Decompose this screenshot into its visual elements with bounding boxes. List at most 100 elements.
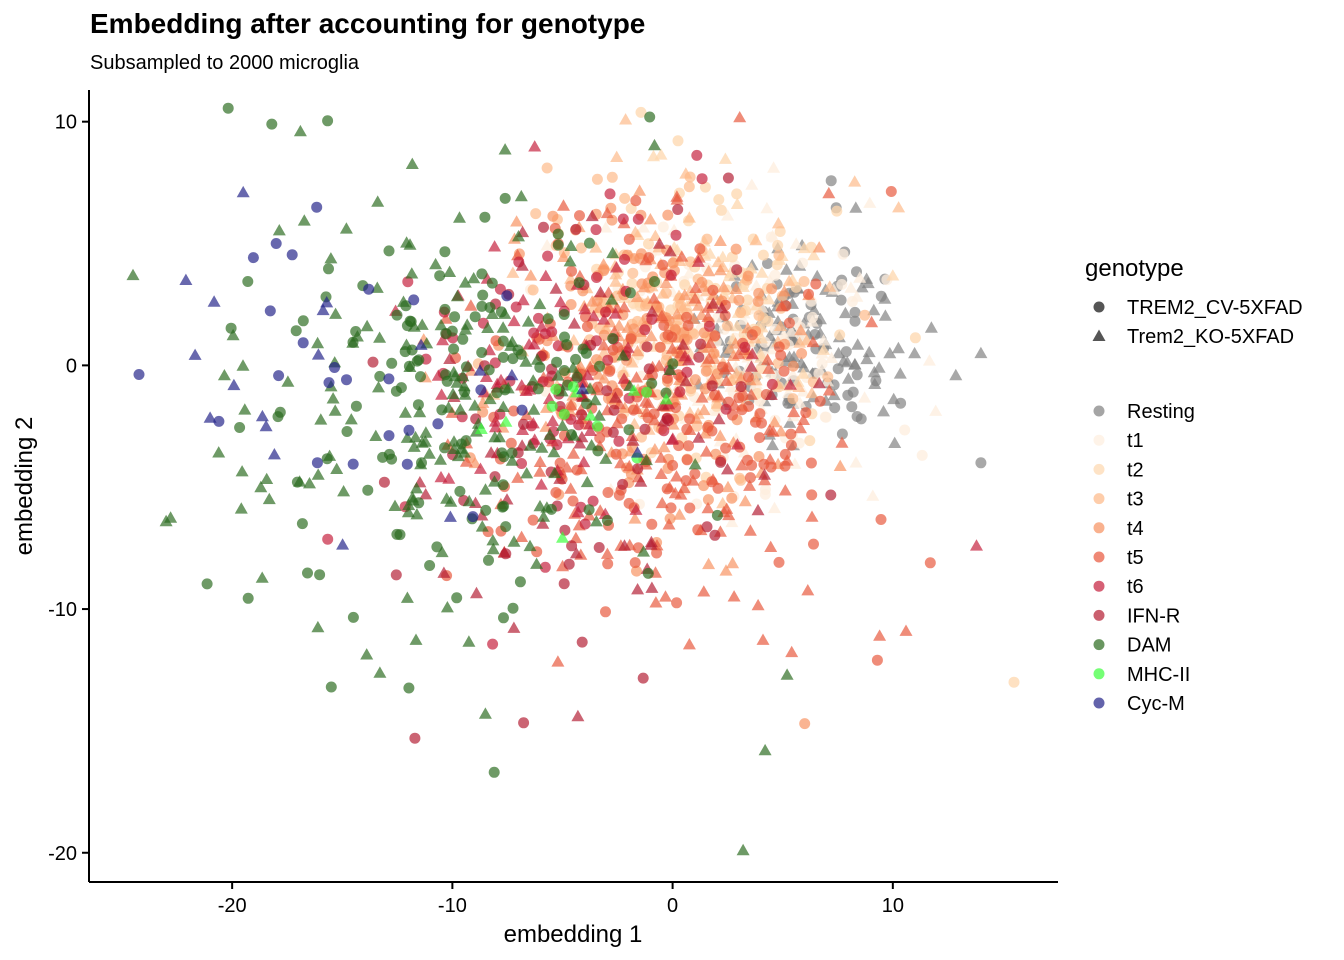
point-t1-296 bbox=[837, 248, 849, 260]
point-dam-1432 bbox=[573, 277, 585, 289]
x-tick-label: -10 bbox=[438, 895, 467, 917]
point-t5-872 bbox=[778, 365, 790, 377]
point-cyc-m-1710 bbox=[133, 369, 145, 380]
point-ifn-r-1339 bbox=[641, 341, 653, 353]
point-ifn-r-1315 bbox=[515, 439, 529, 451]
point-t4-783 bbox=[753, 287, 765, 299]
point-ifn-r-1334 bbox=[701, 521, 713, 533]
point-t5-968 bbox=[665, 342, 679, 354]
point-dam-1643 bbox=[391, 528, 403, 540]
point-t6-1173 bbox=[590, 224, 602, 236]
point-t4-837 bbox=[510, 215, 524, 227]
point-t5-943 bbox=[746, 329, 758, 341]
point-t1-302 bbox=[858, 391, 872, 403]
point-t2-383 bbox=[703, 247, 717, 259]
point-resting-137 bbox=[766, 438, 779, 451]
legend-label: t2 bbox=[1127, 459, 1144, 481]
point-dam-1742 bbox=[325, 681, 337, 693]
point-dam-1627 bbox=[507, 535, 521, 547]
point-t5-1116 bbox=[659, 590, 672, 602]
point-t1-193 bbox=[769, 269, 781, 281]
data-points bbox=[126, 102, 1020, 856]
point-t3-533 bbox=[610, 150, 624, 162]
point-t2-423 bbox=[731, 188, 743, 200]
point-ifn-r-1321 bbox=[437, 566, 451, 578]
point-t5-965 bbox=[662, 329, 674, 341]
point-t5-1018 bbox=[697, 585, 711, 597]
point-dam-1505 bbox=[581, 398, 593, 410]
point-t5-1119 bbox=[607, 344, 619, 356]
point-resting-144 bbox=[877, 405, 890, 417]
legend-label: t1 bbox=[1127, 430, 1144, 452]
point-t1-173 bbox=[817, 334, 831, 346]
point-dam-1419 bbox=[326, 392, 340, 404]
point-t5-853 bbox=[803, 288, 814, 300]
point-t5-931 bbox=[680, 475, 692, 487]
point-t4-770 bbox=[742, 270, 754, 282]
point-t5-892 bbox=[670, 470, 683, 482]
point-t5-1064 bbox=[822, 384, 836, 396]
point-dam-1380 bbox=[439, 303, 451, 315]
point-mhc-ii-1684 bbox=[550, 383, 562, 395]
point-resting-90 bbox=[841, 372, 855, 384]
point-dam-1398 bbox=[486, 542, 500, 555]
point-ifn-r-1350 bbox=[573, 437, 587, 449]
point-dam-1450 bbox=[235, 465, 249, 477]
point-t4-799 bbox=[592, 368, 606, 380]
point-resting-154 bbox=[870, 375, 882, 387]
point-ifn-r-1359 bbox=[764, 388, 778, 400]
point-t5-901 bbox=[674, 488, 688, 500]
point-t5-1127 bbox=[439, 312, 453, 324]
point-dam-1642 bbox=[496, 400, 510, 412]
point-ifn-r-1360 bbox=[419, 488, 433, 500]
point-dam-1620 bbox=[479, 483, 492, 495]
point-dam-1737 bbox=[159, 514, 173, 527]
point-t5-1756 bbox=[871, 654, 883, 666]
point-dam-1564 bbox=[580, 347, 592, 359]
point-cyc-m-1701 bbox=[286, 249, 298, 261]
point-dam-1608 bbox=[413, 405, 427, 418]
point-t4-655 bbox=[833, 459, 847, 471]
point-cyc-m-1702 bbox=[576, 382, 590, 395]
point-cyc-m-1715 bbox=[631, 446, 644, 458]
point-t5-973 bbox=[604, 365, 616, 377]
point-cyc-m-1733 bbox=[320, 296, 334, 308]
point-dam-1492 bbox=[571, 371, 583, 383]
point-dam-1579 bbox=[483, 392, 497, 405]
point-t4-708 bbox=[787, 360, 799, 372]
point-ifn-r-1311 bbox=[712, 412, 726, 425]
point-t5-884 bbox=[600, 606, 611, 618]
point-dam-1613 bbox=[505, 335, 519, 347]
point-t5-854 bbox=[515, 530, 529, 542]
point-t5-1117 bbox=[722, 508, 736, 521]
point-t6-1240 bbox=[610, 261, 623, 273]
point-ifn-r-1293 bbox=[608, 391, 622, 403]
point-ifn-r-1345 bbox=[672, 204, 684, 215]
point-t5-1001 bbox=[751, 598, 765, 611]
point-resting-102 bbox=[875, 290, 887, 302]
point-t4-675 bbox=[628, 512, 642, 524]
point-t4-731 bbox=[768, 415, 782, 428]
point-dam-1626 bbox=[431, 541, 443, 553]
point-ifn-r-1340 bbox=[470, 586, 483, 599]
point-t5-1069 bbox=[822, 186, 836, 199]
point-t4-735 bbox=[697, 403, 711, 416]
point-t4-720 bbox=[796, 348, 808, 359]
point-t4-771 bbox=[726, 556, 740, 569]
point-t2-426 bbox=[807, 248, 821, 261]
point-dam-1551 bbox=[543, 428, 557, 440]
point-dam-1605 bbox=[451, 592, 463, 604]
point-t5-982 bbox=[628, 404, 639, 416]
point-dam-1427 bbox=[242, 276, 254, 287]
point-dam-1525 bbox=[584, 237, 595, 249]
point-t5-1002 bbox=[614, 456, 628, 469]
point-dam-1547 bbox=[450, 289, 464, 302]
point-t1-187 bbox=[721, 209, 735, 221]
point-t5-1074 bbox=[557, 199, 570, 211]
point-t2-461 bbox=[909, 332, 921, 344]
point-t5-923 bbox=[533, 465, 547, 477]
point-dam-1570 bbox=[409, 633, 423, 645]
legend-title-genotype: genotype bbox=[1085, 255, 1184, 282]
point-t5-983 bbox=[662, 518, 676, 530]
point-dam-1409 bbox=[648, 138, 661, 151]
